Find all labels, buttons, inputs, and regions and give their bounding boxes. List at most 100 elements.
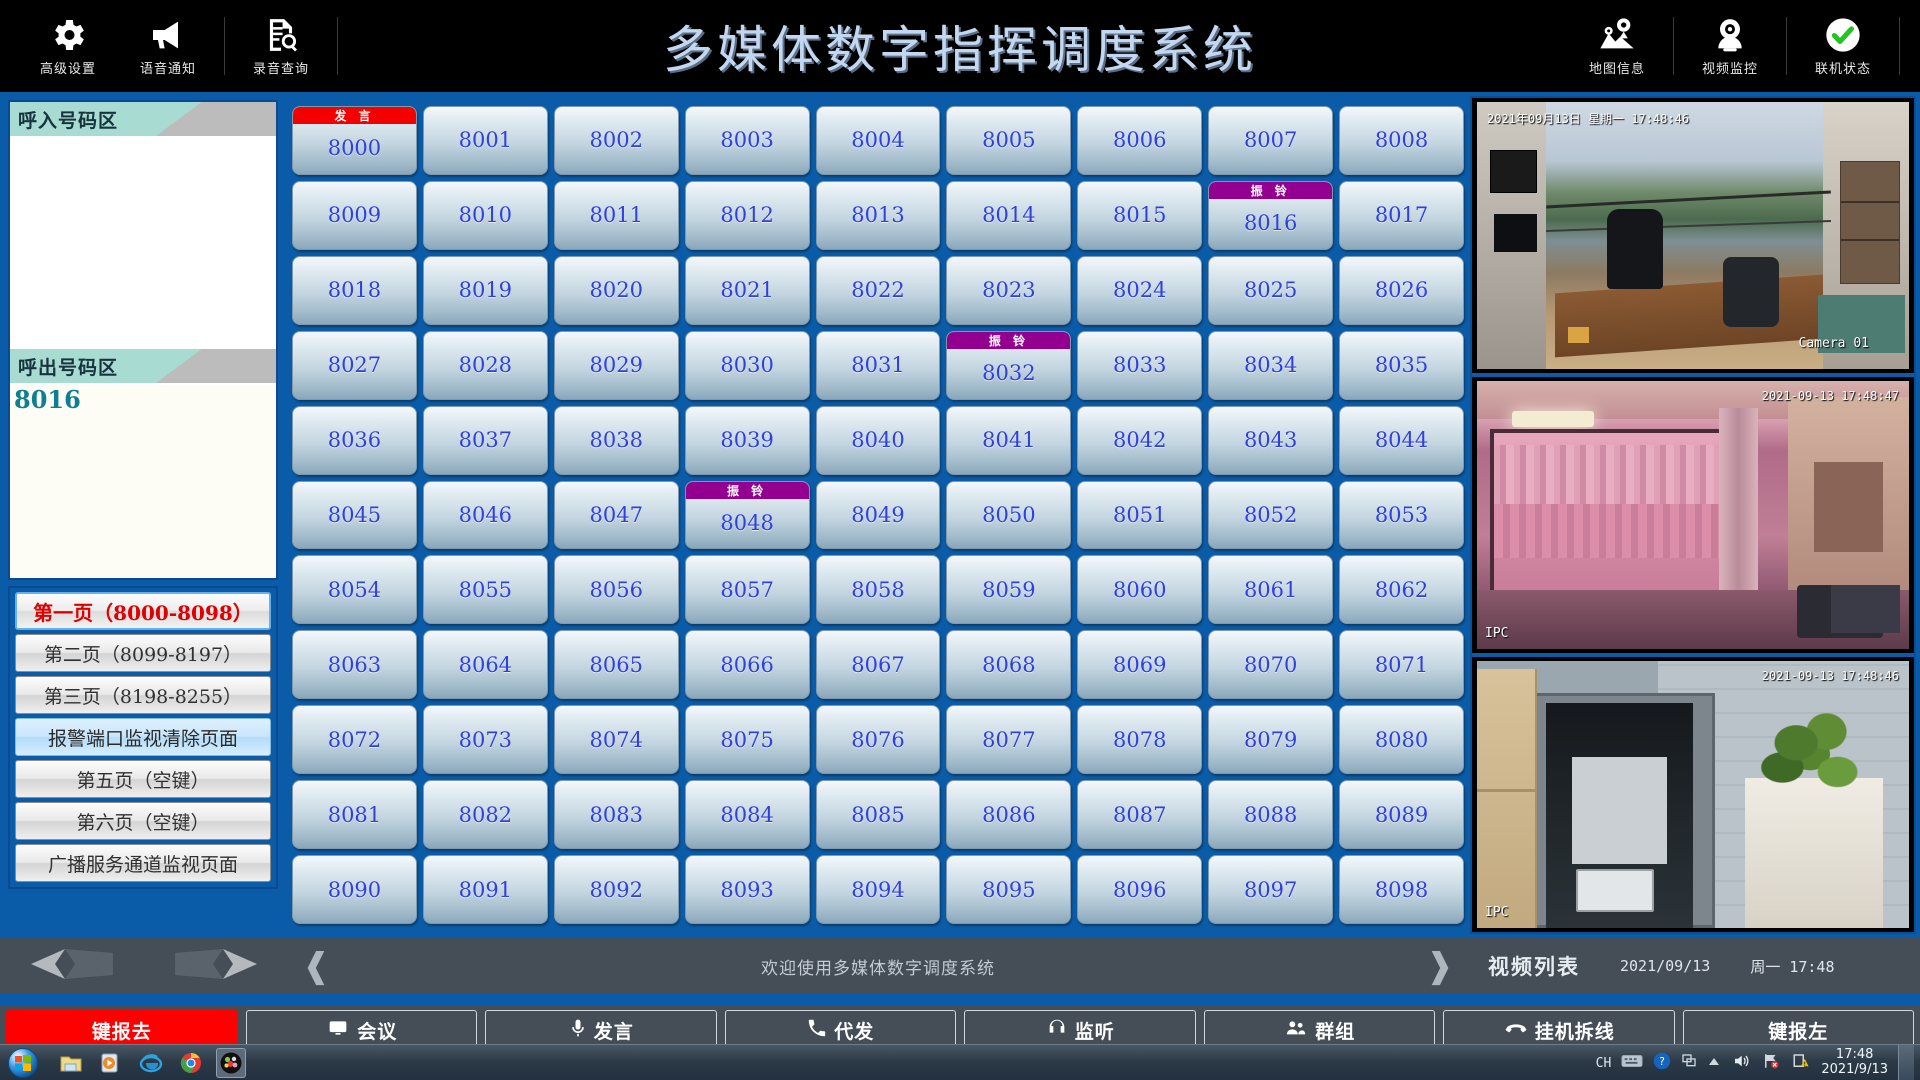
extension-button-8042[interactable]: 8042 [1077, 405, 1203, 475]
extension-button-8085[interactable]: 8085 [815, 780, 941, 850]
page-button-2[interactable]: 第二页（8099-8197） [15, 634, 271, 672]
extension-button-8087[interactable]: 8087 [1077, 780, 1203, 850]
extension-button-8032[interactable]: 振 铃 8032 [946, 330, 1072, 400]
outgoing-number-list[interactable]: 8016 [10, 383, 276, 578]
page-button-5[interactable]: 第五页（空键） [15, 760, 271, 798]
help-icon[interactable]: ? [1653, 1052, 1671, 1075]
extension-button-8000[interactable]: 发 言 8000 [292, 106, 417, 175]
next-page-arrow-icon[interactable] [173, 947, 259, 986]
extension-button-8043[interactable]: 8043 [1208, 405, 1334, 475]
extension-button-8073[interactable]: 8073 [422, 705, 548, 775]
extension-button-8089[interactable]: 8089 [1339, 780, 1464, 850]
scroll-right-chevron-icon[interactable]: ❱ [1425, 946, 1455, 986]
extension-button-8067[interactable]: 8067 [815, 630, 941, 700]
video-tile-1[interactable]: 2021年09月13日 星期一 17:48:46 Camera 01 [1472, 98, 1914, 374]
extension-button-8083[interactable]: 8083 [553, 780, 679, 850]
extension-button-8096[interactable]: 8096 [1077, 855, 1203, 924]
extension-button-8081[interactable]: 8081 [292, 780, 417, 850]
extension-button-8082[interactable]: 8082 [422, 780, 548, 850]
extension-button-8063[interactable]: 8063 [292, 630, 417, 700]
windows-update-icon[interactable] [1681, 1052, 1697, 1075]
extension-button-8028[interactable]: 8028 [422, 330, 548, 400]
extension-button-8071[interactable]: 8071 [1339, 630, 1464, 700]
extension-button-8079[interactable]: 8079 [1208, 705, 1334, 775]
video-tile-3[interactable]: 2021-09-13 17:48:46 IPC [1472, 656, 1914, 932]
page-button-6[interactable]: 第六页（空键） [15, 802, 271, 840]
map-info-button[interactable]: 地图信息 [1567, 0, 1667, 92]
page-button-3[interactable]: 第三页（8198-8255） [15, 676, 271, 714]
keyboard-icon[interactable] [1621, 1053, 1643, 1074]
extension-button-8001[interactable]: 8001 [422, 106, 548, 175]
extension-button-8094[interactable]: 8094 [815, 855, 941, 924]
extension-button-8048[interactable]: 振 铃 8048 [684, 480, 810, 550]
network-error-icon[interactable] [1761, 1052, 1781, 1075]
extension-button-8008[interactable]: 8008 [1339, 106, 1464, 175]
extension-button-8095[interactable]: 8095 [946, 855, 1072, 924]
extension-button-8052[interactable]: 8052 [1208, 480, 1334, 550]
chrome-icon[interactable] [176, 1048, 206, 1078]
video-monitor-button[interactable]: 视频监控 [1680, 0, 1780, 92]
extension-button-8022[interactable]: 8022 [815, 255, 941, 325]
extension-button-8020[interactable]: 8020 [553, 255, 679, 325]
extension-button-8041[interactable]: 8041 [946, 405, 1072, 475]
extension-button-8060[interactable]: 8060 [1077, 555, 1203, 625]
extension-button-8093[interactable]: 8093 [684, 855, 810, 924]
extension-button-8029[interactable]: 8029 [553, 330, 679, 400]
extension-button-8066[interactable]: 8066 [684, 630, 810, 700]
extension-button-8044[interactable]: 8044 [1339, 405, 1464, 475]
scroll-left-chevron-icon[interactable]: ❰ [302, 946, 331, 986]
extension-button-8025[interactable]: 8025 [1208, 255, 1334, 325]
page-button-broadcast-monitor[interactable]: 广播服务通道监视页面 [15, 844, 271, 882]
extension-button-8027[interactable]: 8027 [292, 330, 417, 400]
extension-button-8069[interactable]: 8069 [1077, 630, 1203, 700]
extension-button-8074[interactable]: 8074 [553, 705, 679, 775]
extension-button-8035[interactable]: 8035 [1339, 330, 1464, 400]
ime-indicator[interactable]: CH [1595, 1055, 1612, 1071]
folder-icon[interactable] [56, 1048, 86, 1078]
start-button[interactable] [0, 1046, 46, 1080]
media-player-icon[interactable] [96, 1048, 126, 1078]
extension-button-8023[interactable]: 8023 [946, 255, 1072, 325]
extension-button-8004[interactable]: 8004 [815, 106, 941, 175]
extension-button-8038[interactable]: 8038 [553, 405, 679, 475]
extension-button-8014[interactable]: 8014 [946, 180, 1072, 250]
ddt-icon[interactable] [216, 1047, 246, 1078]
extension-button-8068[interactable]: 8068 [946, 630, 1072, 700]
page-button-1[interactable]: 第一页（8000-8098） [15, 592, 271, 630]
ie-icon[interactable] [136, 1048, 166, 1078]
extension-button-8098[interactable]: 8098 [1339, 855, 1464, 924]
conference-button[interactable]: 会议 [245, 1010, 477, 1076]
extension-button-8009[interactable]: 8009 [292, 180, 417, 250]
record-query-button[interactable]: 录音查询 [231, 0, 331, 92]
volume-icon[interactable] [1731, 1052, 1751, 1075]
extension-button-8003[interactable]: 8003 [684, 106, 810, 175]
extension-button-8034[interactable]: 8034 [1208, 330, 1334, 400]
incoming-number-list[interactable] [10, 136, 276, 349]
extension-button-8037[interactable]: 8037 [422, 405, 548, 475]
extension-button-8017[interactable]: 8017 [1339, 180, 1464, 250]
extension-button-8075[interactable]: 8075 [684, 705, 810, 775]
extension-button-8051[interactable]: 8051 [1077, 480, 1203, 550]
extension-button-8011[interactable]: 8011 [553, 180, 679, 250]
extension-button-8053[interactable]: 8053 [1339, 480, 1464, 550]
extension-button-8090[interactable]: 8090 [292, 855, 417, 924]
extension-button-8054[interactable]: 8054 [292, 555, 417, 625]
extension-button-8061[interactable]: 8061 [1208, 555, 1334, 625]
extension-button-8031[interactable]: 8031 [815, 330, 941, 400]
extension-button-8062[interactable]: 8062 [1339, 555, 1464, 625]
video-tile-2[interactable]: 2021-09-13 17:48:47 IPC [1472, 377, 1914, 653]
show-hidden-icons-icon[interactable] [1707, 1054, 1721, 1072]
extension-button-8019[interactable]: 8019 [422, 255, 548, 325]
page-button-alarm-monitor[interactable]: 报警端口监视清除页面 [15, 718, 271, 756]
extension-button-8076[interactable]: 8076 [815, 705, 941, 775]
taskbar-clock[interactable]: 17:48 2021/9/13 [1821, 1047, 1888, 1078]
extension-button-8005[interactable]: 8005 [946, 106, 1072, 175]
show-desktop-button[interactable] [1898, 1045, 1914, 1080]
extension-button-8046[interactable]: 8046 [422, 480, 548, 550]
extension-button-8086[interactable]: 8086 [946, 780, 1072, 850]
extension-button-8040[interactable]: 8040 [815, 405, 941, 475]
extension-button-8012[interactable]: 8012 [684, 180, 810, 250]
extension-button-8047[interactable]: 8047 [553, 480, 679, 550]
extension-button-8049[interactable]: 8049 [815, 480, 941, 550]
extension-button-8057[interactable]: 8057 [684, 555, 810, 625]
